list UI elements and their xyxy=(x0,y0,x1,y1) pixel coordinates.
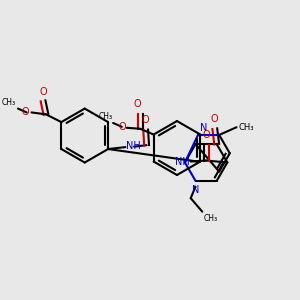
Text: CH₃: CH₃ xyxy=(99,112,113,121)
Text: N: N xyxy=(200,123,207,133)
Text: NH: NH xyxy=(175,157,190,166)
Text: N: N xyxy=(192,185,199,195)
Text: O: O xyxy=(202,130,210,140)
Text: CH₃: CH₃ xyxy=(2,98,16,106)
Text: O: O xyxy=(118,122,126,132)
Text: NH: NH xyxy=(126,141,141,151)
Text: O: O xyxy=(39,87,47,97)
Text: CH₃: CH₃ xyxy=(238,123,254,132)
Text: O: O xyxy=(22,107,30,117)
Text: O: O xyxy=(134,100,141,110)
Text: O: O xyxy=(142,115,149,125)
Text: CH₃: CH₃ xyxy=(203,214,218,223)
Text: O: O xyxy=(211,114,219,124)
